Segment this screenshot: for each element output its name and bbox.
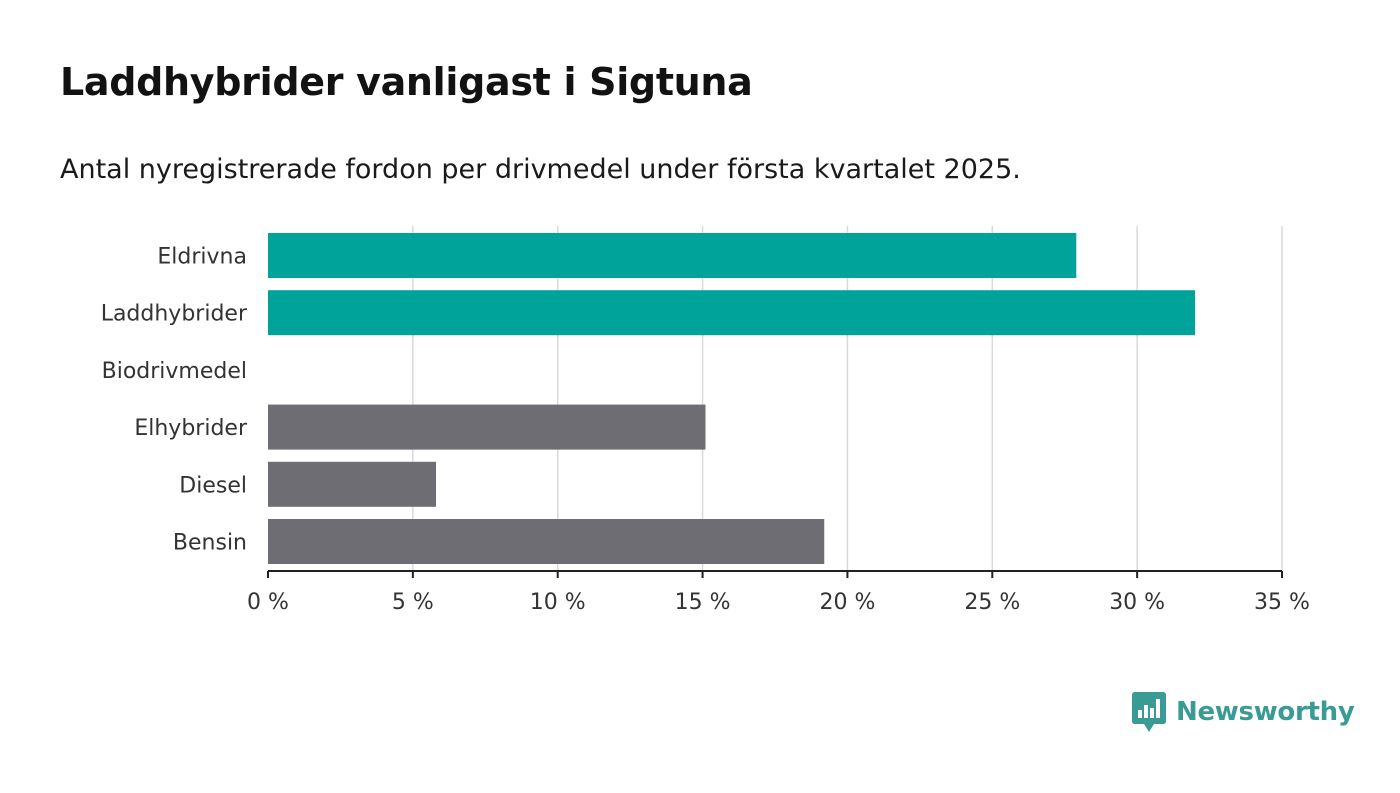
x-tick-label: 20 %: [819, 590, 875, 615]
bar: [268, 461, 437, 507]
chart-subtitle: Antal nyregistrerade fordon per drivmede…: [60, 154, 1021, 185]
x-tick-label: 30 %: [1109, 590, 1165, 615]
x-axis: 0 % 5 % 10 % 15 % 20 % 25 % 30 % 35 %: [247, 570, 1310, 615]
newsworthy-logo: Newsworthy: [1132, 692, 1355, 732]
bars: [268, 233, 1196, 564]
category-labels: Eldrivna Laddhybrider Biodrivmedel Elhybrid…: [101, 245, 248, 556]
x-tick-label: 0 %: [247, 590, 289, 615]
x-tick-label: 15 %: [675, 590, 731, 615]
x-tick-label: 35 %: [1254, 590, 1310, 615]
x-tick-label: 10 %: [530, 590, 586, 615]
bar: [268, 290, 1196, 336]
category-label: Diesel: [179, 473, 247, 498]
logo-text: Newsworthy: [1176, 697, 1355, 727]
bar: [268, 233, 1077, 278]
gridlines: [412, 226, 1283, 571]
chart-title: Laddhybrider vanligast i Sigtuna: [60, 60, 753, 104]
category-label: Elhybrider: [134, 416, 248, 441]
x-tick-label: 25 %: [964, 590, 1020, 615]
category-label: Laddhybrider: [101, 302, 248, 327]
bar: [268, 519, 825, 564]
newsworthy-logo-icon: [1132, 692, 1166, 732]
category-label: Eldrivna: [157, 245, 247, 270]
category-label: Bensin: [173, 531, 247, 556]
category-label: Biodrivmedel: [102, 359, 247, 384]
bar: [268, 404, 706, 450]
x-tick-label: 5 %: [392, 590, 434, 615]
